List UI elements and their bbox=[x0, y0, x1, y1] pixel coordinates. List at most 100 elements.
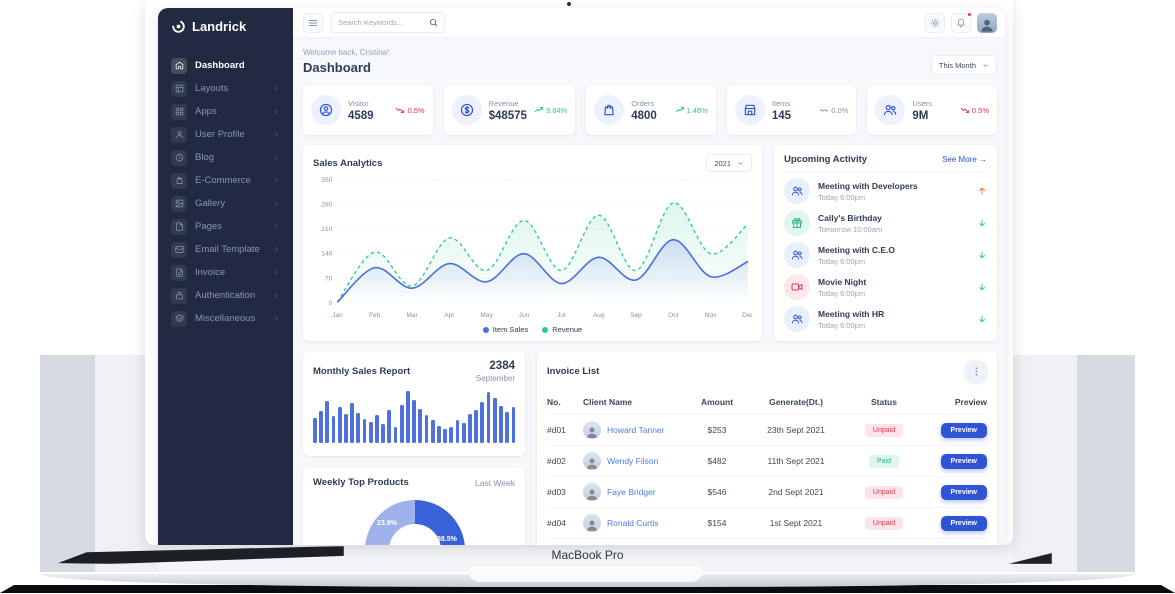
person-icon bbox=[585, 425, 599, 439]
client-name-link[interactable]: Howard Tanner bbox=[607, 425, 665, 435]
sidebar-item-gallery[interactable]: Gallery bbox=[158, 192, 293, 215]
bag-icon bbox=[594, 95, 625, 125]
menu-toggle-button[interactable] bbox=[303, 12, 323, 33]
client-name-link[interactable]: Wendy Filson bbox=[607, 456, 659, 466]
sales-bar bbox=[319, 410, 323, 443]
svg-text:Feb: Feb bbox=[369, 312, 381, 319]
status-badge: Unpaid bbox=[864, 516, 904, 530]
stat-card-users: Users 9M 0.5% bbox=[867, 85, 997, 135]
activity-title-text: Movie Night bbox=[818, 276, 867, 287]
sidebar-item-pages[interactable]: Pages bbox=[158, 215, 293, 238]
sidebar-item-e-commerce[interactable]: E-Commerce bbox=[158, 169, 293, 192]
sidebar-item-authentication[interactable]: Authentication bbox=[158, 284, 293, 307]
stat-label: Visitor bbox=[348, 98, 369, 108]
sales-bar bbox=[337, 406, 342, 443]
sidebar-item-email-template[interactable]: Email Template bbox=[158, 238, 293, 261]
activity-title-text: Cally's Birthday bbox=[818, 212, 882, 223]
activity-time: Today 6:00pm bbox=[818, 192, 866, 202]
brand-logo[interactable]: Landrick bbox=[158, 8, 293, 44]
brand-name: Landrick bbox=[192, 19, 247, 34]
sidebar-item-label: E-Commerce bbox=[195, 175, 251, 186]
activity-item-meeting-with-hr[interactable]: Meeting with HR Today 6:00pm bbox=[784, 303, 987, 335]
column-header-no: No. bbox=[547, 397, 561, 407]
activity-item-meeting-with-developers[interactable]: Meeting with Developers Today 6:00pm bbox=[784, 175, 987, 207]
user-icon bbox=[175, 130, 184, 139]
invoice-menu-button[interactable] bbox=[965, 360, 987, 382]
client-name-link[interactable]: Ronald Curtis bbox=[607, 518, 659, 528]
bag-icon bbox=[175, 176, 184, 185]
monthly-sales-title: Monthly Sales Report bbox=[313, 366, 411, 377]
invoice-preview: Preview bbox=[923, 422, 987, 438]
chevron-right-icon bbox=[273, 131, 280, 138]
topbar-actions bbox=[925, 11, 997, 33]
user-avatar[interactable] bbox=[977, 12, 997, 33]
search-icon[interactable] bbox=[429, 18, 438, 27]
preview-button[interactable]: Preview bbox=[940, 484, 987, 500]
sidebar-item-layouts[interactable]: Layouts bbox=[158, 77, 293, 100]
activity-item-movie-night[interactable]: Movie Night Today 6:00pm bbox=[784, 271, 987, 303]
sidebar-item-apps[interactable]: Apps bbox=[158, 100, 293, 123]
activity-text: Movie Night Today 6:00pm bbox=[818, 277, 866, 298]
preview-button[interactable]: Preview bbox=[940, 515, 987, 531]
sidebar-item-user-profile[interactable]: User Profile bbox=[158, 123, 293, 146]
sidebar-item-label: User Profile bbox=[195, 129, 245, 140]
laptop-model-label: MacBook Pro bbox=[551, 548, 624, 562]
client-name-link[interactable]: Faye Bridger bbox=[607, 487, 656, 497]
sales-bar bbox=[412, 400, 416, 443]
main-area: Welcome back, Cristina! Dashboard This M… bbox=[293, 8, 1005, 545]
activity-item-cally-s-birthday[interactable]: Cally's Birthday Tomorrow 10:00am bbox=[784, 207, 987, 239]
laptop-bottom-shadow bbox=[0, 585, 1175, 593]
year-select-value: 2021 bbox=[714, 158, 731, 168]
chevron-right-icon bbox=[273, 246, 280, 253]
sidebar-menu: Dashboard Layouts Apps User Profile Blog E-Co… bbox=[158, 44, 293, 330]
sidebar-item-invoice[interactable]: Invoice bbox=[158, 261, 293, 284]
stat-value: 4589 bbox=[348, 109, 374, 122]
sidebar-item-blog[interactable]: Blog bbox=[158, 146, 293, 169]
user-circle-icon bbox=[319, 103, 333, 117]
preview-button[interactable]: Preview bbox=[940, 422, 987, 438]
settings-button[interactable] bbox=[925, 12, 945, 33]
charts-row: Sales Analytics 2021 0 70 140 210 280 350 Jan F… bbox=[303, 145, 997, 341]
sidebar-item-dashboard[interactable]: Dashboard bbox=[158, 54, 293, 77]
clock-icon bbox=[171, 149, 187, 166]
svg-text:Nov: Nov bbox=[705, 312, 717, 319]
sidebar: Landrick Dashboard Layouts Apps User Profil… bbox=[158, 8, 293, 545]
chevron-right-icon bbox=[273, 200, 280, 207]
gift-icon bbox=[784, 210, 810, 236]
bottom-left-column: Monthly Sales Report 2384 September bbox=[303, 351, 525, 545]
invoice-table: No. Client Name Amount Generate(Dt.) Status P… bbox=[547, 390, 987, 545]
invoice-row: #d01 Howard Tanner $253 23th Sept 2021 Unpai… bbox=[547, 414, 987, 445]
activity-time: Today 6:00pm bbox=[818, 256, 866, 266]
stat-value: $48575 bbox=[488, 109, 527, 122]
activity-text: Meeting with HR Today 6:00pm bbox=[818, 309, 884, 330]
stat-value: 9M bbox=[912, 109, 929, 122]
bag-icon bbox=[602, 103, 616, 117]
stat-info: Orders 4800 bbox=[631, 99, 657, 122]
notifications-button[interactable] bbox=[951, 11, 972, 33]
stats-row: Visitor 4589 0.5% Revenue $48575 3.84% Orders 4… bbox=[303, 85, 997, 135]
period-select[interactable]: This Month bbox=[930, 55, 997, 75]
arrow-down-icon bbox=[977, 218, 987, 228]
welcome-text: Welcome back, Cristina! bbox=[303, 48, 390, 57]
sidebar-item-miscellaneous[interactable]: Miscellaneous bbox=[158, 307, 293, 330]
preview-button[interactable]: Preview bbox=[940, 453, 987, 469]
sidebar-item-label: Miscellaneous bbox=[195, 313, 256, 324]
column-header-status: Status bbox=[871, 397, 897, 407]
search-input[interactable] bbox=[338, 18, 425, 27]
stat-delta-value: 0.0% bbox=[831, 105, 849, 115]
svg-text:Apr: Apr bbox=[444, 312, 455, 319]
gift-icon bbox=[791, 217, 803, 229]
stat-delta: 1.46% bbox=[675, 105, 708, 115]
svg-text:Mar: Mar bbox=[406, 312, 418, 319]
monthly-sales-bars bbox=[313, 391, 516, 443]
activity-item-meeting-with-c-e-o[interactable]: Meeting with C.E.O Today 6:00pm bbox=[784, 239, 987, 271]
sales-bar bbox=[486, 392, 491, 443]
activity-title-text: Meeting with HR bbox=[818, 308, 885, 319]
year-select[interactable]: 2021 bbox=[706, 154, 752, 172]
legend-item-revenue: Revenue bbox=[542, 325, 582, 334]
see-more-link[interactable]: See More → bbox=[942, 155, 987, 164]
image-icon bbox=[171, 195, 187, 212]
sales-bar bbox=[505, 411, 509, 443]
arrow-down-icon bbox=[977, 218, 987, 228]
sidebar-item-label: Invoice bbox=[195, 267, 226, 278]
